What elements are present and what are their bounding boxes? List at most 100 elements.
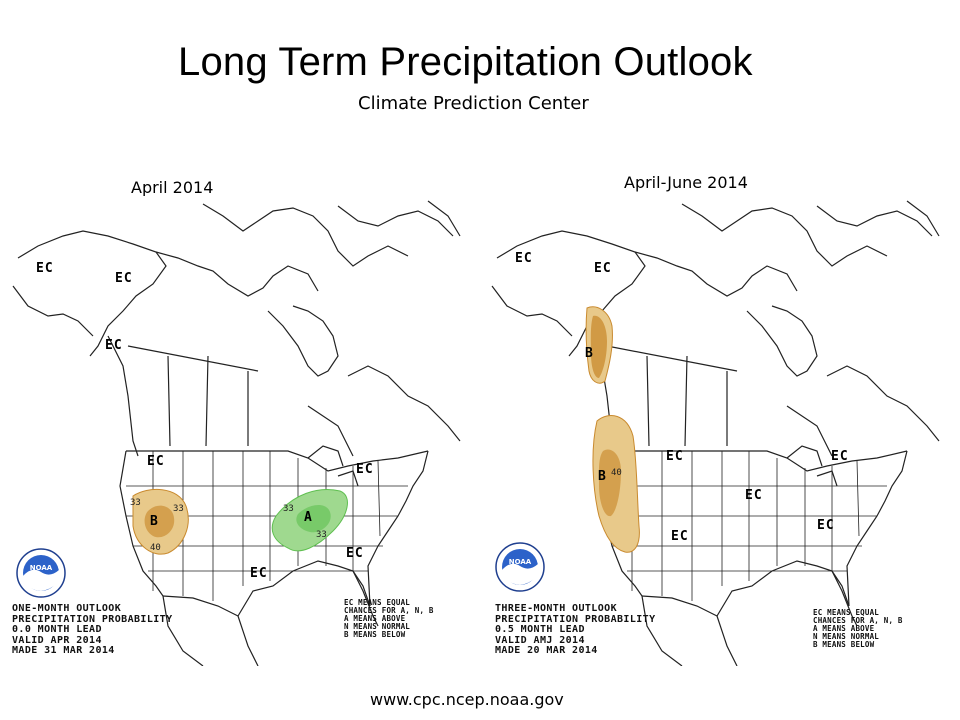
region-label-ec: EC [831,449,849,464]
info-line: VALID AMJ 2014 [495,634,585,646]
legend-line: B MEANS BELOW [344,630,406,639]
canada-arctic-coast [634,251,798,297]
region-label-ec: EC [250,566,268,581]
left-map-svg [12,200,461,666]
info-line: MADE 31 MAR 2014 [12,645,115,656]
region-label-ec: EC [671,529,689,544]
legend-line: EC MEANS EQUAL [344,598,411,607]
canada-us-border [605,450,908,472]
region-label-ec: EC [356,462,374,477]
labrador-coast [347,365,461,442]
us-east-coast [846,450,908,607]
territories-border [127,345,259,372]
ontario-quebec-border [307,405,354,457]
bc-border [107,335,139,457]
alaska-coast [496,230,646,357]
contour-label: 33 [173,504,184,514]
labrador-coast [826,365,940,442]
left-below-normal-area [132,488,189,555]
contour-label: 40 [150,543,161,553]
legend-line: A MEANS ABOVE [813,624,875,633]
region-label-ec: EC [346,546,364,561]
region-label-ec: EC [515,251,533,266]
alaska-coast [17,230,167,357]
info-line: PRECIPITATION PROBABILITY [12,613,173,625]
left-map-geography [12,200,461,666]
page-subtitle: Climate Prediction Center [358,93,589,114]
right-map-info: THREE-MONTH OUTLOOK PRECIPITATION PROBAB… [495,603,656,657]
info-line: 0.0 MONTH LEAD [12,624,102,635]
left-outlook-map: EC EC EC EC EC EC EC B A 33 33 40 33 33 … [8,196,465,666]
contour-label: 40 [611,468,622,478]
noaa-logo-icon: NOAA [16,548,66,598]
us-east-coast [367,450,429,607]
mexico-outline [162,595,259,666]
region-label-ec: EC [594,261,612,276]
svg-text:NOAA: NOAA [30,564,53,572]
region-label-above: A [304,510,313,525]
left-map-info: ONE-MONTH OUTLOOK PRECIPITATION PROBABIL… [12,603,173,657]
ellesmere-coast [816,205,933,237]
legend-line: A MEANS ABOVE [344,614,406,623]
legend-line: CHANCES FOR A, N, B [813,616,903,625]
great-lakes [307,445,359,487]
region-label-ec: EC [36,261,54,276]
hudson-bay [746,305,818,377]
contour-label: 33 [130,498,141,508]
info-line: 0.5 MONTH LEAD [495,624,585,635]
legend-line: CHANCES FOR A, N, B [344,606,434,615]
left-map-legend: EC MEANS EQUAL CHANCES FOR A, N, B A MEA… [344,599,434,639]
region-label-ec: EC [817,518,835,533]
footer-url[interactable]: www.cpc.ncep.noaa.gov [370,690,564,709]
svg-text:NOAA: NOAA [509,558,532,566]
right-map-geography [491,200,940,666]
prairie-borders [167,355,249,447]
prairie-borders [646,355,728,447]
ellesmere-coast [337,205,454,237]
great-lakes [786,445,838,487]
contour-label: 33 [316,530,327,540]
right-map-legend: EC MEANS EQUAL CHANCES FOR A, N, B A MEA… [813,609,903,649]
right-outlook-map: EC EC B EC EC EC EC EC B 40 NOAA THREE-M… [487,196,944,666]
left-panel-label: April 2014 [131,178,214,197]
left-above-normal-area [271,489,348,552]
alaska-south-coast [491,285,573,337]
region-label-ec: EC [666,449,684,464]
right-below-normal-westcoast [592,415,640,553]
info-line: PRECIPITATION PROBABILITY [495,613,656,625]
us-state-horizontals [605,485,887,572]
info-line: THREE-MONTH OUTLOOK [495,603,617,614]
region-label-below: B [585,346,594,361]
region-label-ec: EC [745,488,763,503]
info-line: ONE-MONTH OUTLOOK [12,603,122,614]
legend-line: N MEANS NORMAL [344,622,411,631]
ontario-quebec-border [786,405,833,457]
canada-arctic-coast [155,251,319,297]
region-label-ec: EC [147,454,165,469]
alaska-south-coast [12,285,94,337]
right-map-svg [491,200,940,666]
legend-line: N MEANS NORMAL [813,632,880,641]
arctic-islands [681,203,888,267]
region-label-below: B [598,469,607,484]
us-state-horizontals [126,485,408,572]
right-below-normal-panhandle [585,306,613,384]
greenland-edge [427,200,461,237]
florida [352,570,379,627]
info-line: VALID APR 2014 [12,634,102,646]
territories-border [606,345,738,372]
hudson-bay [267,305,339,377]
page-title: Long Term Precipitation Outlook [178,40,753,84]
mexico-outline [641,595,738,666]
legend-line: B MEANS BELOW [813,640,875,649]
canada-us-border [126,450,429,472]
info-line: MADE 20 MAR 2014 [495,645,598,656]
right-panel-label: April-June 2014 [624,173,748,192]
region-label-below: B [150,514,159,529]
region-label-ec: EC [115,271,133,286]
region-label-ec: EC [105,338,123,353]
arctic-islands [202,203,409,267]
legend-line: EC MEANS EQUAL [813,608,880,617]
contour-label: 33 [283,504,294,514]
greenland-edge [906,200,940,237]
